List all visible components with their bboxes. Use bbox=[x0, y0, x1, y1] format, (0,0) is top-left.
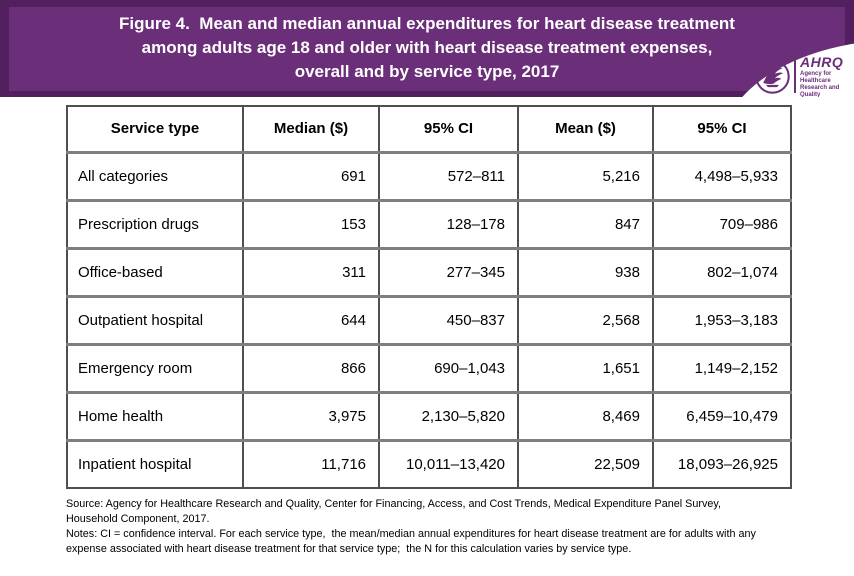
footer-notes: Source: Agency for Healthcare Research a… bbox=[66, 497, 854, 557]
ahrq-tagline: Agency for Healthcare Research and Quali… bbox=[800, 70, 840, 98]
cell-median: 153 bbox=[242, 198, 380, 250]
cell-mean-ci: 1,953–3,183 bbox=[652, 294, 792, 346]
notes-text-line-2: expense associated with heart disease tr… bbox=[66, 543, 632, 555]
cell-median-ci: 10,011–13,420 bbox=[378, 438, 519, 489]
column-header-median-ci: 95% CI bbox=[378, 105, 519, 154]
cell-service-type: Outpatient hospital bbox=[66, 294, 244, 346]
column-header-mean: Mean ($) bbox=[517, 105, 654, 154]
cell-service-type: Home health bbox=[66, 390, 244, 442]
table-header-row: Service type Median ($) 95% CI Mean ($) … bbox=[66, 105, 792, 154]
table-row: Outpatient hospital 644 450–837 2,568 1,… bbox=[66, 294, 792, 346]
cell-mean: 2,568 bbox=[517, 294, 654, 346]
cell-mean-ci: 1,149–2,152 bbox=[652, 342, 792, 394]
figure-title-line-1: Figure 4. Mean and median annual expendi… bbox=[119, 14, 735, 33]
logo-divider bbox=[794, 60, 796, 93]
table-row: Office-based 311 277–345 938 802–1,074 bbox=[66, 246, 792, 298]
table-row: Emergency room 866 690–1,043 1,651 1,149… bbox=[66, 342, 792, 394]
notes-text-line-1: Notes: CI = confidence interval. For eac… bbox=[66, 528, 756, 540]
cell-service-type: Emergency room bbox=[66, 342, 244, 394]
column-header-service-type: Service type bbox=[66, 105, 244, 154]
cell-service-type: Office-based bbox=[66, 246, 244, 298]
cell-mean: 847 bbox=[517, 198, 654, 250]
title-banner: Figure 4. Mean and median annual expendi… bbox=[0, 0, 854, 97]
figure-title-line-2: among adults age 18 and older with heart… bbox=[141, 38, 713, 57]
hhs-eagle-icon bbox=[755, 59, 790, 94]
cell-service-type: All categories bbox=[66, 150, 244, 202]
cell-median: 11,716 bbox=[242, 438, 380, 489]
ahrq-acronym: AHRQ bbox=[800, 53, 844, 70]
cell-mean-ci: 802–1,074 bbox=[652, 246, 792, 298]
cell-service-type: Prescription drugs bbox=[66, 198, 244, 250]
column-header-mean-ci: 95% CI bbox=[652, 105, 792, 154]
table-container: Service type Median ($) 95% CI Mean ($) … bbox=[66, 105, 854, 489]
cell-median: 3,975 bbox=[242, 390, 380, 442]
figure-title: Figure 4. Mean and median annual expendi… bbox=[0, 12, 854, 84]
ahrq-logo: AHRQ Agency for Healthcare Research and … bbox=[754, 55, 854, 98]
source-text-line-1: Source: Agency for Healthcare Research a… bbox=[66, 498, 721, 510]
expenditure-table: Service type Median ($) 95% CI Mean ($) … bbox=[66, 105, 792, 489]
cell-mean-ci: 6,459–10,479 bbox=[652, 390, 792, 442]
table-row: All categories 691 572–811 5,216 4,498–5… bbox=[66, 150, 792, 202]
cell-mean: 5,216 bbox=[517, 150, 654, 202]
cell-median-ci: 690–1,043 bbox=[378, 342, 519, 394]
cell-median: 691 bbox=[242, 150, 380, 202]
logo-text-block: AHRQ Agency for Healthcare Research and … bbox=[800, 55, 854, 98]
cell-service-type: Inpatient hospital bbox=[66, 438, 244, 489]
cell-mean-ci: 4,498–5,933 bbox=[652, 150, 792, 202]
cell-median: 311 bbox=[242, 246, 380, 298]
cell-mean: 8,469 bbox=[517, 390, 654, 442]
table-row: Prescription drugs 153 128–178 847 709–9… bbox=[66, 198, 792, 250]
figure-title-line-3: overall and by service type, 2017 bbox=[294, 62, 560, 81]
table-row: Home health 3,975 2,130–5,820 8,469 6,45… bbox=[66, 390, 792, 442]
title-banner-fill bbox=[9, 7, 845, 91]
cell-mean: 22,509 bbox=[517, 438, 654, 489]
cell-mean: 938 bbox=[517, 246, 654, 298]
cell-median-ci: 572–811 bbox=[378, 150, 519, 202]
cell-median-ci: 2,130–5,820 bbox=[378, 390, 519, 442]
cell-median-ci: 450–837 bbox=[378, 294, 519, 346]
cell-median: 866 bbox=[242, 342, 380, 394]
cell-mean-ci: 709–986 bbox=[652, 198, 792, 250]
cell-median-ci: 128–178 bbox=[378, 198, 519, 250]
table-row: Inpatient hospital 11,716 10,011–13,420 … bbox=[66, 438, 792, 489]
cell-median: 644 bbox=[242, 294, 380, 346]
source-text-line-2: Household Component, 2017. bbox=[66, 513, 210, 525]
cell-mean-ci: 18,093–26,925 bbox=[652, 438, 792, 489]
column-header-median: Median ($) bbox=[242, 105, 380, 154]
cell-median-ci: 277–345 bbox=[378, 246, 519, 298]
cell-mean: 1,651 bbox=[517, 342, 654, 394]
